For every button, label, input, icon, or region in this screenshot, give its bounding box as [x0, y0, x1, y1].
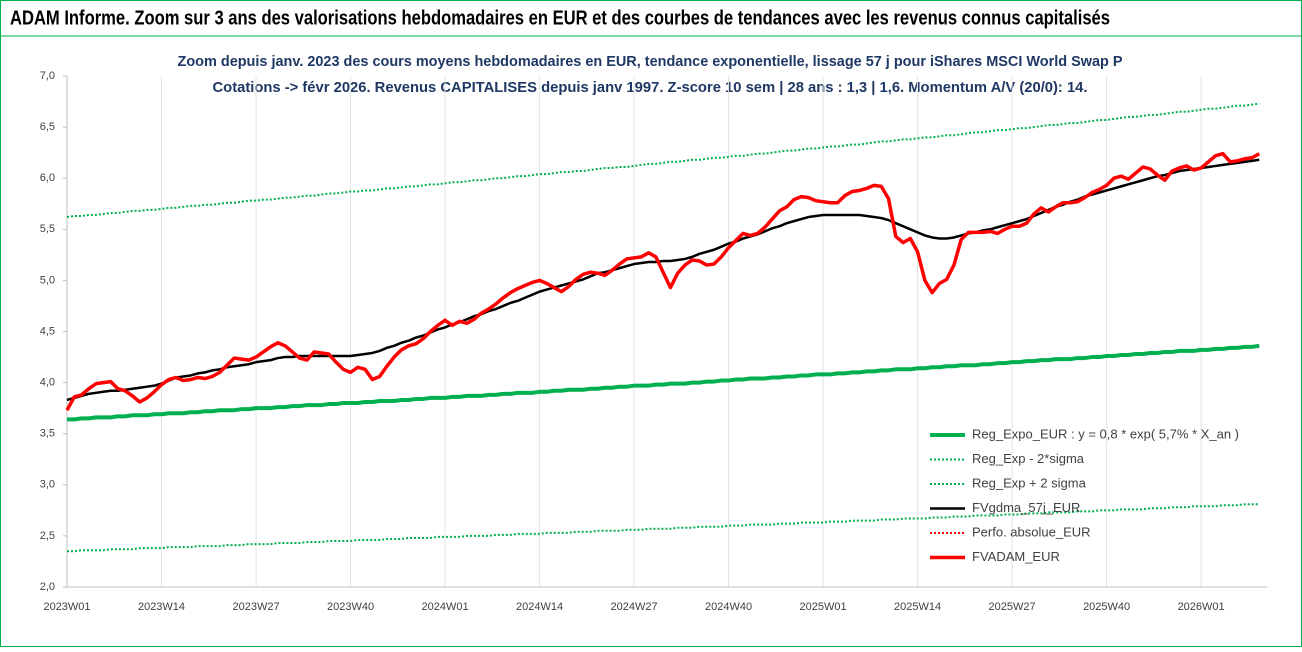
- legend-label: FVADAM_EUR: [972, 549, 1060, 564]
- y-tick-label: 4,5: [40, 325, 55, 337]
- y-tick-label: 6,0: [40, 172, 55, 184]
- x-tick-label: 2024W01: [421, 601, 468, 613]
- y-tick-label: 2,0: [40, 581, 55, 593]
- x-tick-label: 2023W40: [327, 601, 374, 613]
- x-tick-label: 2024W40: [705, 601, 752, 613]
- y-tick-label: 3,5: [40, 428, 55, 440]
- y-tick-label: 3,0: [40, 479, 55, 491]
- x-tick-label: 2023W01: [43, 601, 90, 613]
- x-tick-label: 2023W14: [138, 601, 185, 613]
- x-tick-label: 2024W14: [516, 601, 563, 613]
- x-tick-label: 2025W40: [1083, 601, 1130, 613]
- y-tick-label: 5,0: [40, 274, 55, 286]
- y-tick-label: 7,0: [40, 70, 55, 82]
- x-tick-label: 2025W27: [989, 601, 1036, 613]
- x-tick-label: 2026W01: [1178, 601, 1225, 613]
- y-tick-label: 2,5: [40, 530, 55, 542]
- legend-label: Reg_Expo_EUR : y = 0,8 * exp( 5,7% * X_a…: [972, 426, 1239, 441]
- x-tick-label: 2023W27: [232, 601, 279, 613]
- chart-subtitle: Zoom depuis janv. 2023 des cours moyens …: [178, 53, 1123, 70]
- series-line: [67, 343, 1260, 422]
- y-tick-label: 4,0: [40, 377, 55, 389]
- series-line: [65, 151, 1261, 412]
- series-line: [66, 102, 1260, 219]
- legend-label: FVgdma_57j_EUR: [972, 500, 1080, 515]
- chart-title: ADAM Informe. Zoom sur 3 ans des valoris…: [10, 7, 1110, 29]
- y-tick-label: 5,5: [40, 223, 55, 235]
- x-tick-label: 2024W27: [611, 601, 658, 613]
- x-tick-label: 2025W14: [894, 601, 941, 613]
- series-line: [67, 503, 1260, 553]
- chart-subtitle: Cotations -> févr 2026. Revenus CAPITALI…: [213, 79, 1088, 96]
- legend-label: Reg_Exp + 2 sigma: [972, 475, 1087, 490]
- x-tick-label: 2025W01: [800, 601, 847, 613]
- legend-label: Reg_Exp - 2*sigma: [972, 451, 1085, 466]
- y-tick-label: 6,5: [40, 121, 55, 133]
- legend-label: Perfo. absolue_EUR: [972, 524, 1091, 539]
